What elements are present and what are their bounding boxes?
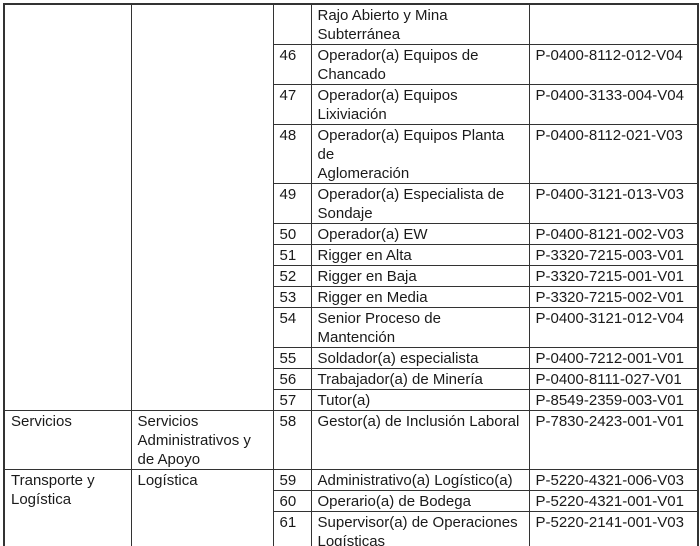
code-cell: P-0400-3121-013-V03 [528,183,699,224]
position-title-cell: Operador(a) Especialista de Sondaje [310,183,530,224]
position-title-cell: Operador(a) EW [310,223,530,245]
code-cell: P-3320-7215-001-V01 [528,265,699,287]
row-number-cell: 58 [272,410,312,470]
code-cell: P-3320-7215-003-V01 [528,244,699,266]
position-title-cell: Operador(a) Equipos de Chancado [310,44,530,85]
code-cell: P-0400-3121-012-V04 [528,307,699,348]
code-cell: P-0400-7212-001-V01 [528,347,699,369]
row-number-cell: 48 [272,124,312,184]
code-cell: P-8549-2359-003-V01 [528,389,699,411]
row-number-cell: 47 [272,84,312,125]
code-cell: P-0400-8111-027-V01 [528,368,699,390]
row-number-cell: 59 [272,469,312,491]
row-number-cell: 46 [272,44,312,85]
code-cell: P-3320-7215-002-V01 [528,286,699,308]
table-body: Rajo Abierto y Mina Subterránea 46 Operado… [3,3,699,546]
table-row: 46 Operador(a) Equipos de Chancado P-0400-… [4,44,699,85]
row-number-cell: 52 [272,265,312,287]
row-number-cell: 53 [272,286,312,308]
position-title-cell: Operador(a) Equipos Planta de Aglomeraci… [310,124,530,184]
sector-cell: Servicios [3,410,132,470]
area-cell: Logística [130,469,274,546]
row-number-cell: 54 [272,307,312,348]
table-row: 61 Supervisor(a) de Operaciones Logística… [4,511,699,546]
row-number-cell: 50 [272,223,312,245]
position-title-cell: Supervisor(a) de Operaciones Logísticas [310,511,530,546]
row-number-cell: 61 [272,511,312,546]
area-cell [130,3,274,411]
code-cell: P-0400-8112-021-V03 [528,124,699,184]
table-row: 60 Operario(a) de Bodega P-5220-4321-001-V… [4,490,699,512]
code-cell: P-5220-4321-006-V03 [528,469,699,491]
row-number-cell: 51 [272,244,312,266]
position-title-cell: Soldador(a) especialista [310,347,530,369]
row-number-cell: 60 [272,490,312,512]
row-number-cell: 57 [272,389,312,411]
code-cell: P-5220-4321-001-V01 [528,490,699,512]
position-title-cell: Trabajador(a) de Minería [310,368,530,390]
code-cell: P-5220-2141-001-V03 [528,511,699,546]
code-cell: P-7830-2423-001-V01 [528,410,699,470]
code-cell: P-0400-3133-004-V04 [528,84,699,125]
table-row: 49 Operador(a) Especialista de Sondaje P-0… [4,183,699,224]
table-row: 47 Operador(a) Equipos Lixiviación P-0400-… [4,84,699,125]
row-number-cell [272,3,312,45]
table-row: Transporte y Logística Logística 59 Adminis… [3,469,699,546]
table-row: Rajo Abierto y Mina Subterránea [3,3,699,411]
code-cell: P-0400-8121-002-V03 [528,223,699,245]
code-cell [528,3,699,45]
area-cell: Servicios Administrativos y de Apoyo [130,410,274,470]
sector-cell: Transporte y Logística [3,469,132,546]
table-row: 55 Soldador(a) especialista P-0400-7212-00… [4,347,699,369]
row-number-cell: 56 [272,368,312,390]
table-row: 48 Operador(a) Equipos Planta de Aglomera… [4,124,699,184]
row-number-cell: 49 [272,183,312,224]
position-title-cell: Rigger en Baja [310,265,530,287]
position-title-cell: Gestor(a) de Inclusión Laboral [310,410,530,470]
position-title-cell: Rigger en Alta [310,244,530,266]
position-title-cell: Rigger en Media [310,286,530,308]
positions-table: Rajo Abierto y Mina Subterránea 46 Operado… [3,3,699,546]
table-row: 56 Trabajador(a) de Minería P-0400-8111-02… [4,368,699,390]
table-row: 51 Rigger en Alta P-3320-7215-003-V01 [4,244,699,266]
table-row: 50 Operador(a) EW P-0400-8121-002-V03 [4,223,699,245]
sector-cell [3,3,132,411]
position-title-cell: Senior Proceso de Mantención [310,307,530,348]
row-number-cell: 55 [272,347,312,369]
position-title-cell: Rajo Abierto y Mina Subterránea [310,3,530,45]
position-title-cell: Tutor(a) [310,389,530,411]
position-title-cell: Operador(a) Equipos Lixiviación [310,84,530,125]
position-title-cell: Operario(a) de Bodega [310,490,530,512]
code-cell: P-0400-8112-012-V04 [528,44,699,85]
position-title-cell: Administrativo(a) Logístico(a) [310,469,530,491]
table-row: Servicios Servicios Administrativos y de … [3,410,699,470]
